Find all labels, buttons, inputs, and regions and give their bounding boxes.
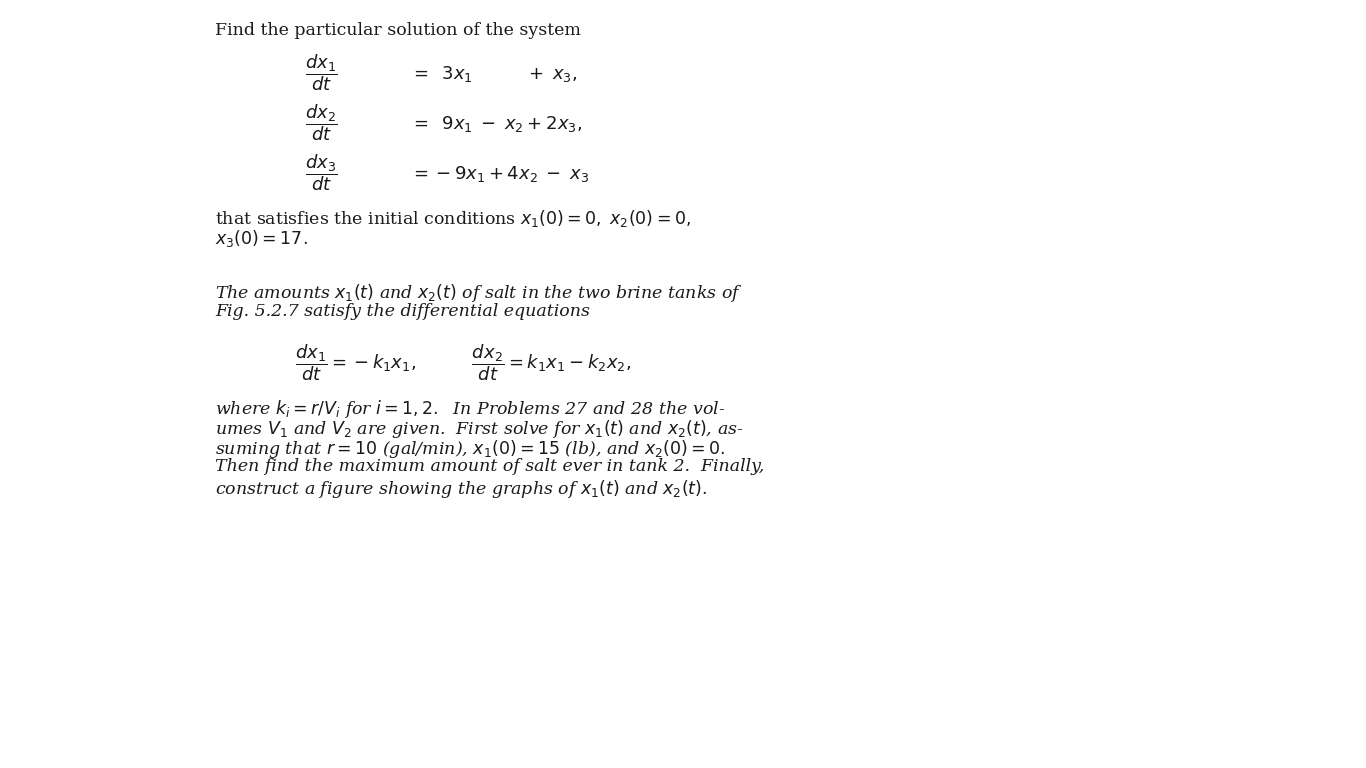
Text: where $k_i = r/V_i$ for $i = 1, 2.$  In Problems 27 and 28 the vol-: where $k_i = r/V_i$ for $i = 1, 2.$ In P… xyxy=(214,398,725,420)
Text: $=\;\; 3x_1 \qquad\quad +\; x_3,$: $=\;\; 3x_1 \qquad\quad +\; x_3,$ xyxy=(410,64,578,84)
Text: umes $V_1$ and $V_2$ are given.  First solve for $x_1(t)$ and $x_2(t)$, as-: umes $V_1$ and $V_2$ are given. First so… xyxy=(214,418,743,440)
Text: $\dfrac{dx_1}{dt}$: $\dfrac{dx_1}{dt}$ xyxy=(305,52,337,93)
Text: $=\;\; 9x_1 \;-\; x_2 + 2x_3,$: $=\;\; 9x_1 \;-\; x_2 + 2x_3,$ xyxy=(410,114,582,134)
Text: construct a figure showing the graphs of $x_1(t)$ and $x_2(t)$.: construct a figure showing the graphs of… xyxy=(214,478,708,500)
Text: Find the particular solution of the system: Find the particular solution of the syst… xyxy=(214,22,581,39)
Text: The amounts $x_1(t)$ and $x_2(t)$ of salt in the two brine tanks of: The amounts $x_1(t)$ and $x_2(t)$ of sal… xyxy=(214,282,743,304)
Text: $x_3(0) = 17.$: $x_3(0) = 17.$ xyxy=(214,228,307,249)
Text: Then find the maximum amount of salt ever in tank 2.  Finally,: Then find the maximum amount of salt eve… xyxy=(214,458,764,475)
Text: $\dfrac{dx_3}{dt}$: $\dfrac{dx_3}{dt}$ xyxy=(305,152,337,193)
Text: $\dfrac{dx_1}{dt} = -k_1x_1, \qquad\quad \dfrac{dx_2}{dt} = k_1x_1 - k_2x_2,$: $\dfrac{dx_1}{dt} = -k_1x_1, \qquad\quad… xyxy=(295,342,631,382)
Text: $\dfrac{dx_2}{dt}$: $\dfrac{dx_2}{dt}$ xyxy=(305,102,337,143)
Text: that satisfies the initial conditions $x_1(0) = 0,\; x_2(0) = 0,$: that satisfies the initial conditions $x… xyxy=(214,208,691,229)
Text: $= -9x_1 + 4x_2 \;-\; x_3$: $= -9x_1 + 4x_2 \;-\; x_3$ xyxy=(410,164,589,184)
Text: Fig. 5.2.7 satisfy the differential equations: Fig. 5.2.7 satisfy the differential equa… xyxy=(214,303,590,320)
Text: suming that $r = 10$ (gal/min), $x_1(0) = 15$ (lb), and $x_2(0) = 0.$: suming that $r = 10$ (gal/min), $x_1(0) … xyxy=(214,438,725,460)
